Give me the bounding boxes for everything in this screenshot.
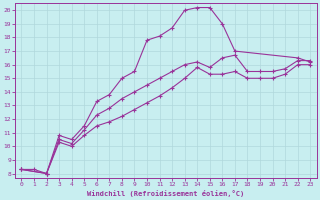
- X-axis label: Windchill (Refroidissement éolien,°C): Windchill (Refroidissement éolien,°C): [87, 190, 244, 197]
